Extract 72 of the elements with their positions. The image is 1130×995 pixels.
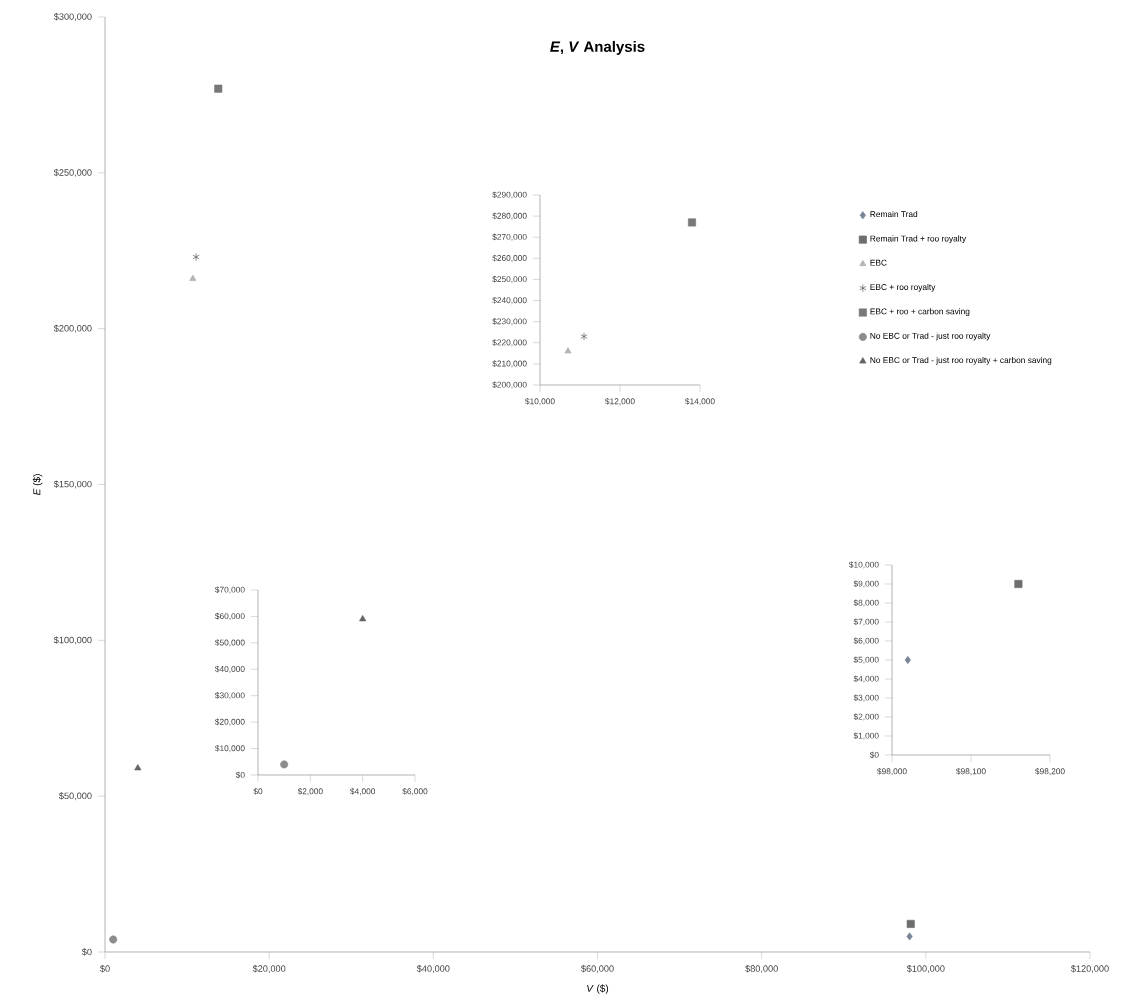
y-tick-label: $250,000 <box>492 275 527 284</box>
point <box>580 332 588 341</box>
text: E, V Analysis <box>550 40 645 55</box>
y-tick-label: $280,000 <box>492 212 527 220</box>
y-tick-label: $240,000 <box>492 296 527 305</box>
x-tick-label: $98,000 <box>877 767 907 776</box>
y-tick-label: $0 <box>869 751 879 759</box>
y-tick-label: $1,000 <box>853 732 879 740</box>
x-tick-label: $40,000 <box>416 964 450 973</box>
y-tick-label: $150,000 <box>53 480 92 489</box>
x-tick-label: $100,000 <box>906 964 945 973</box>
y-tick-label: $8,000 <box>853 599 879 607</box>
x-tick-label: $12,000 <box>605 397 635 406</box>
y-tick-label: $3,000 <box>853 694 879 702</box>
y-tick-label: $7,000 <box>853 618 879 626</box>
x-tick-label: $98,100 <box>956 767 986 776</box>
y-tick-label: $50,000 <box>214 639 245 647</box>
y-tick-label: $50,000 <box>58 792 92 801</box>
point <box>906 919 915 928</box>
y-tick-label: $6,000 <box>853 637 879 645</box>
point <box>564 347 572 354</box>
x-axis-title: V ($) <box>587 984 609 994</box>
x-tick-label: $60,000 <box>581 964 614 973</box>
point <box>688 218 697 227</box>
y-tick-label: $10,000 <box>214 744 245 753</box>
y-tick-label: $40,000 <box>214 665 245 673</box>
point <box>189 274 197 281</box>
legend-label: EBC + roo royalty <box>870 283 936 292</box>
y-tick-label: $220,000 <box>492 339 527 347</box>
y-tick-label: $260,000 <box>492 254 527 262</box>
legend-label: No EBC or Trad - just roo royalty <box>870 332 991 341</box>
legend-label: Remain Trad <box>870 210 918 218</box>
legend-label: EBC <box>870 259 887 266</box>
y-tick-label: $210,000 <box>492 360 527 368</box>
y-tick-label: $70,000 <box>214 586 245 594</box>
x-tick-label: $120,000 <box>1070 964 1109 973</box>
legend-label: Remain Trad + roo royalty <box>870 235 967 244</box>
point <box>906 932 913 941</box>
y-tick-label: $30,000 <box>214 692 245 700</box>
x-tick-label: $4,000 <box>350 787 376 796</box>
y-tick-label: $5,000 <box>853 656 879 664</box>
y-axis-title: E ($) <box>32 474 43 496</box>
y-tick-label: $2,000 <box>853 713 879 721</box>
y-tick-label: $300,000 <box>53 13 92 21</box>
x-tick-label: $6,000 <box>402 787 428 796</box>
y-tick-label: $0 <box>81 948 92 956</box>
y-tick-label: $250,000 <box>53 168 92 177</box>
y-tick-label: $200,000 <box>53 324 92 333</box>
x-tick-label: $80,000 <box>745 964 778 973</box>
y-tick-label: $100,000 <box>53 636 92 645</box>
x-tick-label: $0 <box>253 787 263 795</box>
y-tick-label: $4,000 <box>853 675 879 683</box>
y-tick-label: $9,000 <box>853 580 879 588</box>
legend-label: No EBC or Trad - just roo royalty + carbon saving <box>870 357 1052 365</box>
x-tick-label: $20,000 <box>252 964 286 973</box>
legend-label: EBC + roo + carbon saving <box>870 308 970 317</box>
y-tick-label: $290,000 <box>492 191 527 199</box>
x-tick-label: $2,000 <box>297 787 323 796</box>
y-tick-label: $20,000 <box>214 718 245 726</box>
y-tick-label: $230,000 <box>492 318 527 326</box>
y-tick-label: $200,000 <box>492 381 527 389</box>
x-tick-label: $98,200 <box>1035 767 1065 776</box>
x-tick-label: $10,000 <box>525 397 555 406</box>
point <box>192 252 200 261</box>
y-tick-label: $10,000 <box>848 561 879 569</box>
y-tick-label: $270,000 <box>492 233 527 241</box>
point <box>214 84 223 93</box>
point <box>109 935 118 944</box>
y-tick-label: $60,000 <box>214 612 245 621</box>
point <box>134 764 142 771</box>
x-tick-label: $0 <box>100 964 110 973</box>
x-tick-label: $14,000 <box>685 397 715 406</box>
